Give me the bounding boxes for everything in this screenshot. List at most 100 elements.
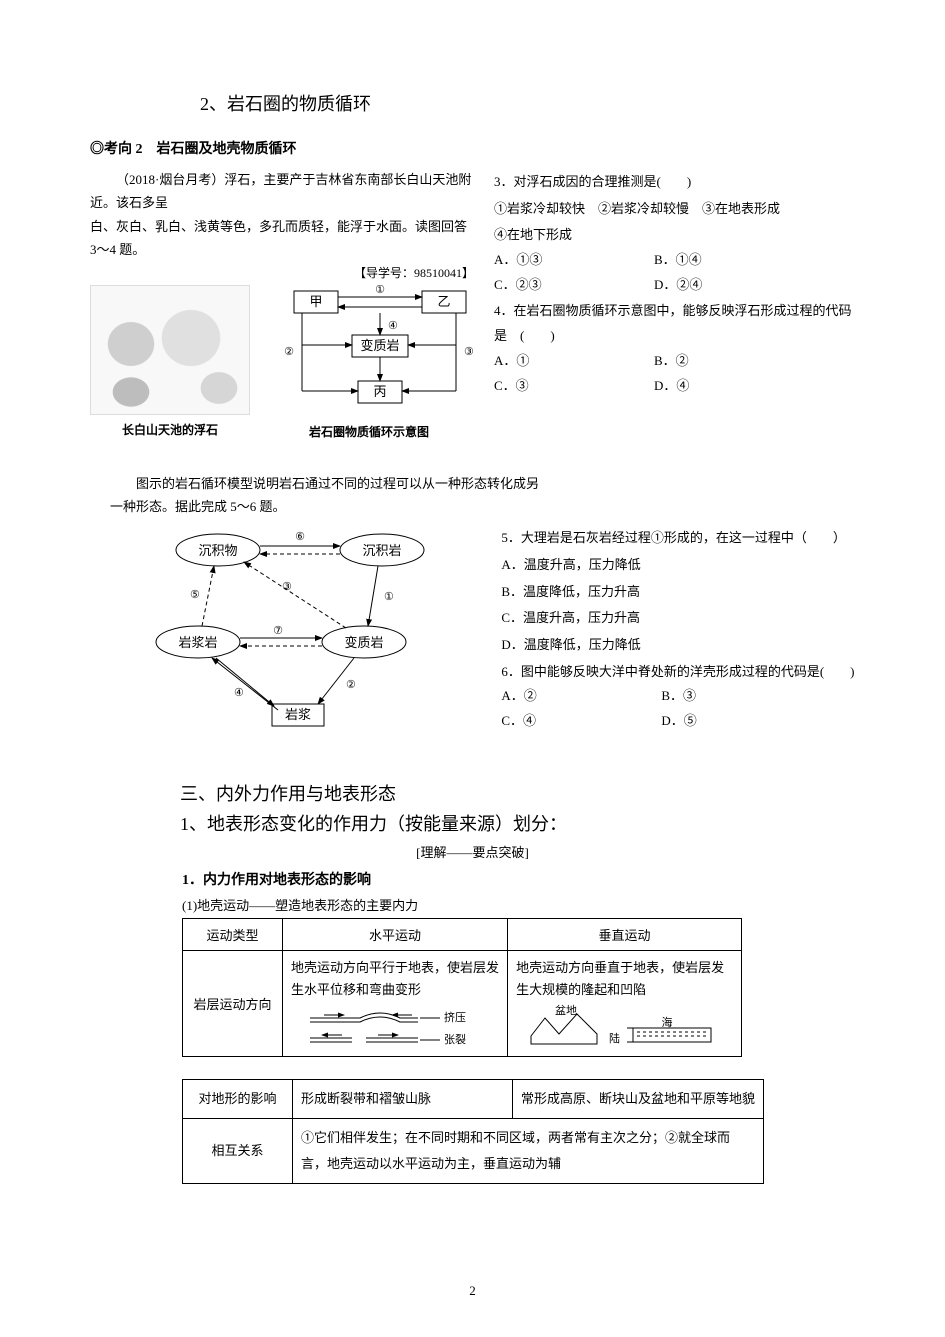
t1-r1-c2-text: 地壳运动方向平行于地表，使岩层发生水平位移和弯曲变形: [291, 957, 499, 1001]
section-1-subheading: ◎考向 2 岩石圈及地壳物质循环: [90, 138, 855, 158]
section-1-right: 3．对浮石成因的合理推测是( ) ①岩浆冷却较快 ②岩浆冷却较慢 ③在地表形成 …: [494, 168, 855, 440]
q4-stem: 4．在岩石圈物质循环示意图中，能够反映浮石形成过程的代码是 ( ): [494, 299, 855, 348]
t1-r1-label: 岩层运动方向: [183, 951, 283, 1056]
rock-cycle-diagram-2: 沉积物 沉积岩 岩浆岩 变质岩 岩浆 ⑥ ⑤ ③: [150, 524, 470, 734]
t2-r2c1: 相互关系: [183, 1118, 293, 1183]
figure-row-1: 长白山天池的浮石 甲 乙: [90, 285, 474, 440]
q5-d: D．温度降低，压力降低: [501, 633, 855, 658]
section-2: 图示的岩石循环模型说明岩石通过不同的过程可以从一种形态转化成另 一种形态。据此完…: [90, 472, 855, 735]
q3-stem: 3．对浮石成因的合理推测是( ): [494, 170, 855, 195]
mini-zl: 张裂: [444, 1033, 466, 1046]
q6-a: A．②: [501, 684, 661, 709]
t1-r1-c3-text: 地壳运动方向垂直于地表，使岩层发生大规模的隆起和凹陷: [516, 957, 733, 1001]
q3-opts-ab: A．①③ B．①④: [494, 248, 855, 273]
t1-r1-c3: 地壳运动方向垂直于地表，使岩层发生大规模的隆起和凹陷 盆地 陆 海: [508, 951, 742, 1056]
lbl2-3: ③: [282, 581, 292, 593]
node-yi: 乙: [437, 294, 450, 309]
lbl-1: ①: [375, 285, 385, 296]
q3-c: C．②③: [494, 273, 654, 298]
section-2-columns: 沉积物 沉积岩 岩浆岩 变质岩 岩浆 ⑥ ⑤ ③: [90, 524, 855, 734]
q6-stem: 6．图中能够反映大洋中脊处新的洋壳形成过程的代码是( ): [501, 660, 855, 685]
node-sed: 沉积物: [198, 543, 237, 558]
node-magrock: 岩浆岩: [178, 635, 217, 650]
lbl2-1: ①: [384, 591, 394, 603]
node-sedrock: 沉积岩: [362, 543, 401, 558]
lbl-2: ②: [284, 346, 294, 358]
t2-r1c3: 常形成高原、断块山及盆地和平原等地貌: [513, 1079, 764, 1118]
caption-left: 长白山天池的浮石: [90, 421, 250, 438]
section-1-title: 2、岩石圈的物质循环: [200, 90, 855, 116]
pumice-photo: [90, 285, 250, 415]
t1-h2: 水平运动: [283, 919, 508, 951]
s2-intro-1: 图示的岩石循环模型说明岩石通过不同的过程可以从一种形态转化成另: [90, 472, 855, 495]
horizontal-motion-sketch: 挤压 张裂: [300, 1004, 490, 1050]
q5-stem: 5．大理岩是石灰岩经过程①形成的，在这一过程中（ ）: [501, 526, 855, 551]
section-3-center: [理解——要点突破]: [90, 842, 855, 861]
lbl2-5: ⑤: [190, 589, 200, 601]
mini-jy: 挤压: [444, 1010, 466, 1024]
q5-b: B．温度降低，压力升高: [501, 580, 855, 605]
table-2: 对地形的影响 形成断裂带和褶皱山脉 常形成高原、断块山及盆地和平原等地貌 相互关…: [182, 1079, 764, 1184]
q6-b: B．③: [661, 684, 821, 709]
table-1-row-1: 岩层运动方向 地壳运动方向平行于地表，使岩层发生水平位移和弯曲变形 挤压: [183, 951, 742, 1056]
section-1-left: （2018·烟台月考）浮石，主要产于吉林省东南部长白山天池附近。该石多呈 白、灰…: [90, 168, 474, 440]
section-1-columns: （2018·烟台月考）浮石，主要产于吉林省东南部长白山天池附近。该石多呈 白、灰…: [90, 168, 855, 440]
section-3-title: 三、内外力作用与地表形态: [180, 780, 855, 806]
q4-d: D．④: [654, 374, 814, 399]
lbl2-2: ②: [346, 679, 356, 691]
intro-line-1: （2018·烟台月考）浮石，主要产于吉林省东南部长白山天池附近。该石多呈: [90, 168, 474, 215]
section-2-right: 5．大理岩是石灰岩经过程①形成的，在这一过程中（ ） A．温度升高，压力降低 B…: [501, 524, 855, 734]
q3-a: A．①③: [494, 248, 654, 273]
lbl-3: ③: [464, 346, 474, 358]
q3-line3: ④在地下形成: [494, 223, 855, 248]
node-magma: 岩浆: [285, 707, 311, 722]
node-metarock: 变质岩: [344, 635, 383, 650]
t2-r2c2: ①它们相伴发生；在不同时期和不同区域，两者常有主次之分；②就全球而言，地壳运动以…: [293, 1118, 764, 1183]
t1-r1-c2: 地壳运动方向平行于地表，使岩层发生水平位移和弯曲变形 挤压: [283, 951, 508, 1056]
rock-cycle-diagram-1: 甲 乙 变质岩 丙 ① ④: [264, 285, 474, 440]
table-1-head: 运动类型 水平运动 垂直运动: [183, 919, 742, 951]
section-2-left: 沉积物 沉积岩 岩浆岩 变质岩 岩浆 ⑥ ⑤ ③: [90, 524, 481, 734]
q4-opts-cd: C．③ D．④: [494, 374, 855, 399]
node-jia: 甲: [309, 294, 322, 309]
s2-intro-2: 一种形态。据此完成 5～6 题。: [90, 495, 855, 518]
lbl-4: ④: [388, 320, 398, 332]
mini-lu: 陆: [609, 1031, 620, 1045]
q6-opts-ab: A．② B．③: [501, 684, 855, 709]
section-1: 2、岩石圈的物质循环 ◎考向 2 岩石圈及地壳物质循环 （2018·烟台月考）浮…: [90, 90, 855, 440]
q5-c: C．温度升高，压力升高: [501, 606, 855, 631]
vertical-motion-sketch: 盆地 陆 海: [525, 1004, 725, 1050]
node-bing: 丙: [373, 384, 386, 399]
mini-hai: 海: [661, 1015, 672, 1029]
section-3-h1sub: (1)地壳运动——塑造地表形态的主要内力: [182, 895, 855, 914]
table-2-row-1: 对地形的影响 形成断裂带和褶皱山脉 常形成高原、断块山及盆地和平原等地貌: [183, 1079, 764, 1118]
table-2-row-2: 相互关系 ①它们相伴发生；在不同时期和不同区域，两者常有主次之分；②就全球而言，…: [183, 1118, 764, 1183]
section-3: 三、内外力作用与地表形态 1、地表形态变化的作用力（按能量来源）划分： [理解—…: [90, 780, 855, 1183]
q3-opts-cd: C．②③ D．②④: [494, 273, 855, 298]
t2-r1c1: 对地形的影响: [183, 1079, 293, 1118]
pumice-photo-block: 长白山天池的浮石: [90, 285, 250, 438]
q3-line2: ①岩浆冷却较快 ②岩浆冷却较慢 ③在地表形成: [494, 197, 855, 222]
q4-b: B．②: [654, 349, 814, 374]
section-3-sub: 1、地表形态变化的作用力（按能量来源）划分：: [180, 810, 855, 836]
q3-b: B．①④: [654, 248, 814, 273]
table-1: 运动类型 水平运动 垂直运动 岩层运动方向 地壳运动方向平行于地表，使岩层发生水…: [182, 918, 742, 1056]
q4-c: C．③: [494, 374, 654, 399]
q4-a: A．①: [494, 349, 654, 374]
intro-line-2: 白、灰白、乳白、浅黄等色，多孔而质轻，能浮于水面。读图回答 3～4 题。: [90, 215, 474, 262]
q6-c: C．④: [501, 709, 661, 734]
lbl2-7: ⑦: [273, 625, 283, 637]
lbl2-4: ④: [234, 687, 244, 699]
section-3-h1: 1．内力作用对地表形态的影响: [182, 869, 855, 889]
t2-r1c2: 形成断裂带和褶皱山脉: [293, 1079, 513, 1118]
caption-right: 岩石圈物质循环示意图: [264, 423, 474, 440]
node-meta: 变质岩: [360, 338, 399, 353]
q6-opts-cd: C．④ D．⑤: [501, 709, 855, 734]
t1-h3: 垂直运动: [508, 919, 742, 951]
page-number: 2: [469, 1283, 476, 1299]
mini-pd: 盆地: [555, 1004, 577, 1017]
ref-number: 【导学号：98510041】: [90, 264, 474, 281]
q5-a: A．温度升高，压力降低: [501, 553, 855, 578]
q3-d: D．②④: [654, 273, 814, 298]
t1-h1: 运动类型: [183, 919, 283, 951]
